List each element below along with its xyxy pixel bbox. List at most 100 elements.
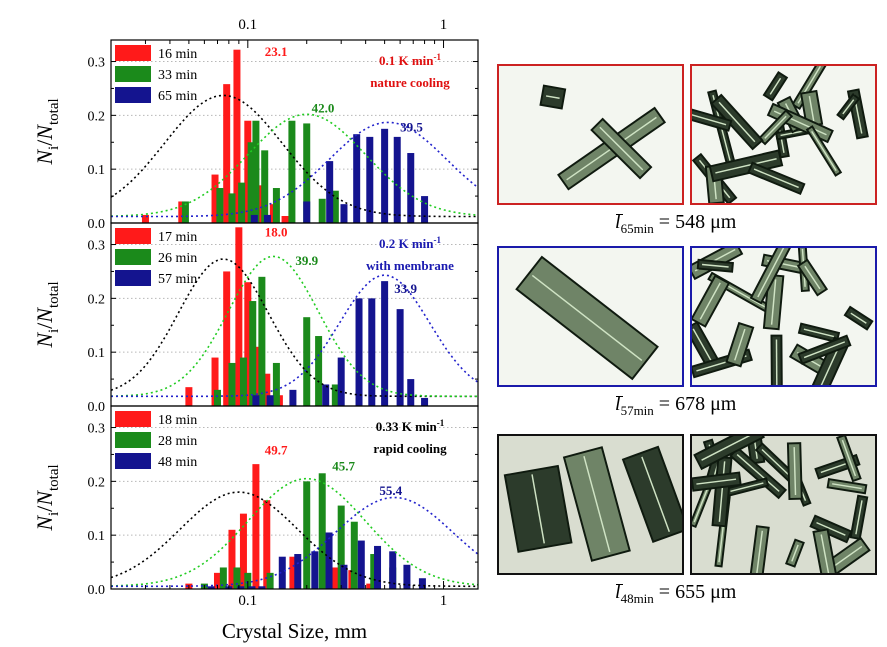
cooling-rate-label: 0.2 K min-1 — [379, 235, 442, 251]
crystal-highlight — [699, 282, 721, 320]
micrograph-background — [499, 66, 682, 203]
y-tick-label: 0.2 — [88, 475, 106, 490]
bar-18-min — [239, 513, 247, 589]
micrograph-48min-single — [497, 434, 684, 575]
bar-18-min — [289, 556, 297, 589]
bar-18-min — [228, 529, 236, 589]
bar-16-min — [211, 174, 219, 223]
micrograph-57min-group — [690, 246, 877, 387]
x-tick-label-bottom: 1 — [440, 593, 448, 609]
bar-33-min — [216, 188, 224, 223]
cooling-mode-label: with membrane — [366, 258, 454, 273]
legend-label: 17 min — [158, 230, 197, 245]
peak-label: 39.5 — [400, 120, 423, 135]
bar-33-min — [331, 190, 339, 223]
bar-18-min — [213, 572, 221, 589]
fit-curve-48-min — [111, 496, 479, 588]
cooling-mode-label: rapid cooling — [373, 441, 447, 456]
bar-48-min — [357, 540, 365, 589]
bar-48-min — [374, 545, 382, 589]
fit-curve-33-min — [111, 113, 479, 217]
bar-65-min — [393, 136, 401, 223]
legend-swatch — [115, 66, 151, 82]
micrograph-65min-group — [690, 64, 877, 205]
bar-65-min — [381, 128, 389, 223]
crystal-highlight — [701, 436, 757, 461]
bar-48-min — [207, 586, 215, 589]
bar-65-min — [407, 153, 415, 223]
bar-18-min — [263, 500, 271, 589]
bar-17-min — [244, 282, 252, 406]
crystal-highlight — [816, 521, 846, 536]
bar-26-min — [315, 336, 323, 406]
bar-65-min — [263, 214, 271, 223]
bar-48-min — [258, 586, 266, 589]
bar-48-min — [418, 578, 426, 589]
bar-48-min — [325, 532, 333, 589]
legend-swatch — [115, 411, 151, 427]
bar-26-min — [213, 389, 221, 406]
crystal-highlight — [841, 439, 857, 477]
bar-16-min — [257, 185, 265, 223]
fit-curve-28-min — [110, 477, 479, 587]
bar-57-min — [266, 395, 274, 406]
bar-28-min — [219, 567, 227, 589]
bar-57-min — [396, 309, 404, 406]
bar-26-min — [239, 357, 247, 406]
y-tick-label: 0.3 — [88, 56, 106, 71]
bar-28-min — [303, 481, 311, 589]
legend-swatch — [115, 87, 151, 103]
bar-33-min — [288, 120, 296, 223]
crystal-highlight — [808, 95, 815, 122]
x-tick-label-top: 1 — [440, 17, 448, 33]
crystal-highlight — [641, 456, 670, 532]
y-tick-label: 0.0 — [88, 400, 106, 415]
bar-65-min — [421, 196, 429, 223]
micrograph-drawing — [499, 66, 682, 203]
bar-33-min — [318, 198, 326, 223]
legend-swatch — [115, 45, 151, 61]
x-axis-title: Crystal Size, mm — [222, 619, 367, 643]
bar-57-min — [407, 379, 415, 406]
crystal-highlight — [764, 115, 787, 139]
bar-16-min — [223, 84, 231, 224]
bar-28-min — [350, 521, 358, 589]
micrograph-57min-single — [497, 246, 684, 387]
crystal-highlight — [531, 274, 643, 362]
legend-label: 48 min — [158, 455, 197, 470]
y-axis-title: Ni/Ntotal — [32, 98, 62, 165]
crystal-highlight — [715, 158, 777, 174]
bar-57-min — [322, 384, 330, 406]
crystal-highlight — [753, 530, 764, 573]
bar-33-min — [272, 188, 280, 223]
bar-57-min — [381, 281, 389, 406]
crystal-highlight — [736, 454, 780, 492]
legend-label: 33 min — [158, 68, 197, 83]
micrograph-drawing — [692, 66, 875, 203]
crystal-highlight — [855, 500, 863, 535]
cooling-mode-label: nature cooling — [370, 75, 450, 90]
x-tick-label-top: 0.1 — [238, 17, 257, 33]
crystal-highlight — [757, 248, 791, 298]
bar-17-min — [185, 387, 193, 406]
legend-label: 57 min — [158, 272, 197, 287]
mean-size-caption-65min: l65min = 548 μm — [615, 211, 737, 236]
bar-28-min — [370, 554, 378, 589]
bar-65-min — [250, 214, 258, 223]
crystal-highlight — [730, 482, 764, 493]
crystal-highlight — [793, 447, 797, 495]
bar-48-min — [340, 564, 348, 589]
crystal-highlight — [753, 168, 799, 189]
micrograph-drawing — [692, 248, 875, 385]
fit-curve-65-min — [111, 121, 479, 218]
bar-28-min — [337, 505, 345, 589]
legend-swatch — [115, 228, 151, 244]
crystal-highlight — [804, 265, 821, 290]
bar-26-min — [258, 276, 266, 406]
bar-17-min — [263, 373, 271, 406]
crystal-highlight — [832, 483, 862, 490]
bar-33-min — [247, 142, 255, 223]
mean-size-caption-57min: l57min = 678 μm — [615, 393, 737, 418]
bar-48-min — [311, 551, 319, 589]
x-tick-label-bottom: 0.1 — [238, 593, 257, 609]
